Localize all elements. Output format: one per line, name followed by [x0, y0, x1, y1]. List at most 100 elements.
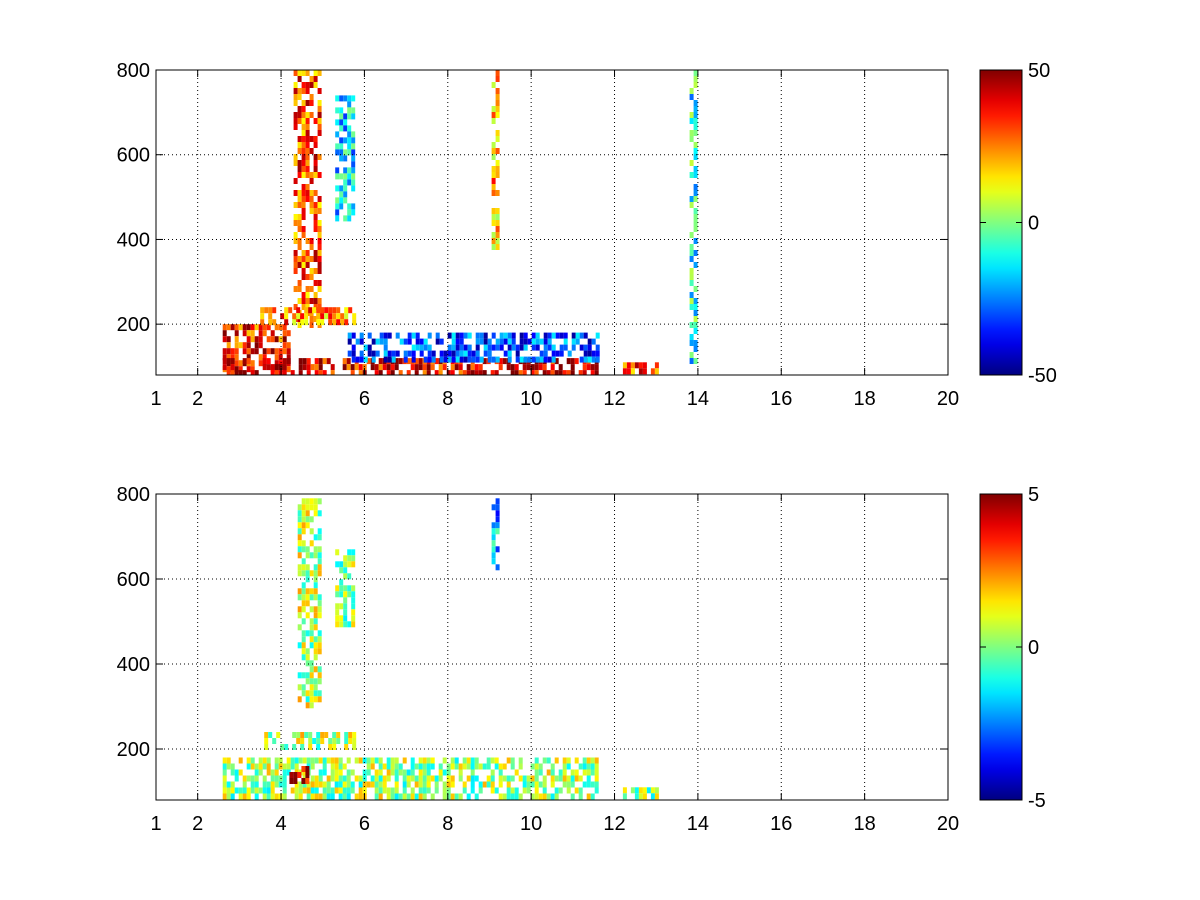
heatmap-cell: [350, 370, 355, 375]
heatmap-cell: [309, 678, 314, 685]
heatmap-cell: [594, 763, 599, 770]
heatmap-cell: [383, 338, 388, 345]
heatmap-cell: [301, 564, 306, 571]
heatmap-cell: [339, 155, 344, 162]
heatmap-cell: [314, 364, 319, 371]
heatmap-cell: [293, 772, 298, 778]
heatmap-cell: [414, 781, 419, 788]
heatmap-cell: [302, 781, 307, 788]
heatmap-cell: [574, 358, 579, 365]
heatmap-cell: [689, 130, 694, 136]
heatmap-cell: [313, 166, 318, 172]
heatmap-cell: [454, 757, 459, 764]
heatmap-cell: [463, 344, 468, 351]
heatmap-cell: [450, 364, 455, 371]
heatmap-cell: [538, 769, 543, 776]
heatmap-cell: [351, 549, 356, 556]
heatmap-cell: [642, 793, 647, 800]
heatmap-cell: [326, 358, 331, 365]
heatmap-cell: [398, 793, 403, 800]
heatmap-cell: [350, 787, 355, 794]
heatmap-cell: [474, 757, 479, 764]
heatmap-cell: [418, 781, 423, 788]
heatmap-cell: [317, 232, 322, 238]
heatmap-cell: [693, 196, 698, 202]
heatmap-cell: [339, 603, 344, 610]
heatmap-cell: [378, 793, 383, 800]
heatmap-cell: [282, 348, 287, 355]
heatmap-cell: [430, 793, 435, 800]
heatmap-cell: [495, 190, 500, 196]
heatmap-cell: [343, 155, 348, 162]
heatmap-cell: [542, 757, 547, 764]
heatmap-cell: [422, 793, 427, 800]
heatmap-cell: [654, 787, 659, 794]
heatmap-cell: [301, 654, 306, 661]
bottom-colorbar: 50-5: [979, 484, 1046, 812]
heatmap-cell: [590, 370, 595, 375]
heatmap-cell: [495, 220, 500, 226]
heatmap-cell: [470, 364, 475, 371]
heatmap-cell: [290, 787, 295, 794]
heatmap-cell: [354, 757, 359, 764]
heatmap-cell: [595, 350, 600, 357]
heatmap-cell: [454, 763, 459, 770]
heatmap-cell: [222, 757, 227, 764]
heatmap-cell: [230, 370, 235, 375]
heatmap-cell: [262, 364, 267, 371]
heatmap-cell: [242, 781, 247, 788]
heatmap-cell: [507, 350, 512, 357]
heatmap-cell: [313, 154, 318, 160]
heatmap-cell: [447, 344, 452, 351]
heatmap-cell: [411, 350, 416, 357]
heatmap-cell: [434, 370, 439, 375]
heatmap-cell: [391, 356, 396, 363]
heatmap-cell: [330, 757, 335, 764]
heatmap-cell: [506, 781, 511, 788]
heatmap-cell: [451, 356, 456, 363]
heatmap-cell: [347, 203, 352, 210]
heatmap-cell: [313, 190, 318, 196]
heatmap-cell: [426, 787, 431, 794]
heatmap-cell: [266, 793, 271, 800]
heatmap-cell: [335, 585, 340, 592]
heatmap-cell: [297, 772, 302, 778]
heatmap-cell: [309, 208, 314, 214]
heatmap-cell: [415, 344, 420, 351]
heatmap-cell: [254, 787, 259, 794]
heatmap-cell: [386, 370, 391, 375]
heatmap-cell: [354, 793, 359, 800]
x-tick-label: 16: [770, 388, 792, 410]
heatmap-cell: [326, 757, 331, 764]
heatmap-cell: [293, 190, 298, 196]
heatmap-cell: [555, 332, 560, 339]
heatmap-cell: [297, 540, 302, 547]
heatmap-cell: [293, 82, 298, 88]
heatmap-cell: [693, 100, 698, 106]
heatmap-cell: [293, 160, 298, 166]
heatmap-cell: [402, 757, 407, 764]
heatmap-cell: [495, 244, 500, 250]
heatmap-cell: [343, 585, 348, 592]
heatmap-cell: [462, 757, 467, 764]
heatmap-cell: [450, 781, 455, 788]
heatmap-cell: [332, 732, 337, 738]
heatmap-cell: [411, 332, 416, 339]
heatmap-cell: [450, 757, 455, 764]
heatmap-cell: [455, 356, 460, 363]
heatmap-cell: [526, 364, 531, 371]
heatmap-cell: [282, 324, 287, 331]
heatmap-cell: [317, 256, 322, 262]
heatmap-cell: [582, 364, 587, 371]
heatmap-cell: [522, 364, 527, 371]
heatmap-cell: [342, 787, 347, 794]
heatmap-cell: [330, 793, 335, 800]
heatmap-cell: [539, 356, 544, 363]
heatmap-cell: [274, 793, 279, 800]
heatmap-cell: [297, 172, 302, 178]
heatmap-cell: [286, 358, 291, 365]
heatmap-cell: [222, 364, 227, 371]
heatmap-cell: [546, 757, 551, 764]
heatmap-cell: [410, 769, 415, 776]
heatmap-cell: [371, 356, 376, 363]
